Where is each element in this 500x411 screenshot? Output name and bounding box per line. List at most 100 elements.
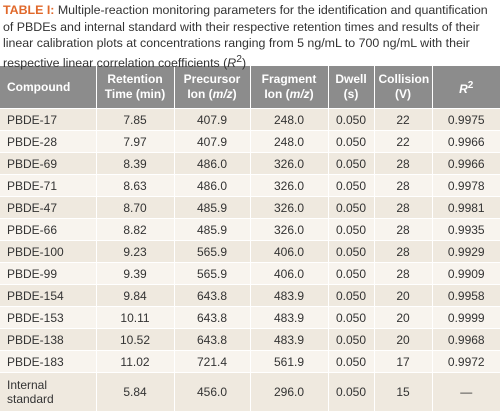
table-cell: 486.0	[174, 153, 250, 175]
caption-italic: R	[227, 56, 236, 70]
table-cell: 407.9	[174, 131, 250, 153]
table-cell: 0.050	[328, 373, 374, 411]
table-cell: 326.0	[250, 197, 328, 219]
table-cell: 483.9	[250, 307, 328, 329]
table-cell: 486.0	[174, 175, 250, 197]
caption-label: TABLE I:	[3, 3, 54, 17]
table-cell: 28	[374, 175, 432, 197]
table-cell: 20	[374, 285, 432, 307]
table-cell: 326.0	[250, 219, 328, 241]
table-cell: 22	[374, 109, 432, 131]
table-cell: 0.9966	[432, 153, 500, 175]
table-cell: 565.9	[174, 263, 250, 285]
header-text: Retention Time (min)	[105, 72, 165, 101]
table-cell: 643.8	[174, 329, 250, 351]
header-cell: Precursor Ion (m/z)	[174, 66, 250, 109]
table-cell: 326.0	[250, 175, 328, 197]
header-cell: Retention Time (min)	[96, 66, 174, 109]
table-cell: PBDE-154	[0, 285, 96, 307]
table-cell: 0.050	[328, 131, 374, 153]
table-cell: 8.63	[96, 175, 174, 197]
table-cell: 326.0	[250, 153, 328, 175]
header-cell: Dwell (s)	[328, 66, 374, 109]
table-cell: PBDE-100	[0, 241, 96, 263]
table-cell: 22	[374, 131, 432, 153]
table-cell: 0.9981	[432, 197, 500, 219]
table-cell: 20	[374, 329, 432, 351]
caption-end: )	[242, 56, 246, 70]
table-cell: 483.9	[250, 329, 328, 351]
table-cell: 485.9	[174, 219, 250, 241]
table-cell: 0.9929	[432, 241, 500, 263]
header-cell: R2	[432, 66, 500, 109]
table-cell: 10.11	[96, 307, 174, 329]
header-text: Dwell (s)	[335, 72, 366, 101]
header-italic: m/z	[213, 87, 233, 101]
table-cell: 407.9	[174, 109, 250, 131]
table-cell: 0.050	[328, 219, 374, 241]
caption: TABLE I: Multiple-reaction monitoring pa…	[0, 0, 500, 66]
table-cell: PBDE-66	[0, 219, 96, 241]
table-cell: 643.8	[174, 285, 250, 307]
table-cell: 8.39	[96, 153, 174, 175]
table-cell: PBDE-153	[0, 307, 96, 329]
table-cell: 0.9968	[432, 329, 500, 351]
table-cell: PBDE-71	[0, 175, 96, 197]
table-cell: 721.4	[174, 351, 250, 373]
table-cell: PBDE-138	[0, 329, 96, 351]
table-cell: 248.0	[250, 109, 328, 131]
table-cell: 7.97	[96, 131, 174, 153]
header-text: Collision (V)	[379, 72, 430, 101]
table-cell: 17	[374, 351, 432, 373]
data-table: Compound Retention Time (min) Precursor Io…	[0, 66, 500, 411]
table-cell: 0.050	[328, 307, 374, 329]
table-cell: 20	[374, 307, 432, 329]
table-cell: 0.9909	[432, 263, 500, 285]
table-cell: 0.9978	[432, 175, 500, 197]
table-cell: —	[432, 373, 500, 411]
header-italic: m/z	[290, 87, 310, 101]
table-cell: 406.0	[250, 263, 328, 285]
table-cell: 0.9999	[432, 307, 500, 329]
table-cell: 0.9935	[432, 219, 500, 241]
table-cell: 28	[374, 263, 432, 285]
table-cell: 0.050	[328, 153, 374, 175]
table-cell: 0.050	[328, 263, 374, 285]
table-cell: 561.9	[250, 351, 328, 373]
table-cell: 0.050	[328, 109, 374, 131]
table-cell: 0.050	[328, 241, 374, 263]
table-cell: 15	[374, 373, 432, 411]
table-cell: PBDE-17	[0, 109, 96, 131]
table-cell: 0.050	[328, 285, 374, 307]
table-cell: 0.050	[328, 329, 374, 351]
table-cell: 0.050	[328, 351, 374, 373]
table-cell: 0.050	[328, 175, 374, 197]
table-cell: 8.82	[96, 219, 174, 241]
table-cell: 0.050	[328, 197, 374, 219]
table-cell: 296.0	[250, 373, 328, 411]
table-cell: 483.9	[250, 285, 328, 307]
table-cell: 9.23	[96, 241, 174, 263]
table-cell: 5.84	[96, 373, 174, 411]
table-cell: 11.02	[96, 351, 174, 373]
table-cell: 7.85	[96, 109, 174, 131]
header-text: Compound	[7, 80, 70, 94]
table-cell: 28	[374, 219, 432, 241]
table-cell: 10.52	[96, 329, 174, 351]
table-cell: 456.0	[174, 373, 250, 411]
header-after: )	[233, 87, 237, 101]
